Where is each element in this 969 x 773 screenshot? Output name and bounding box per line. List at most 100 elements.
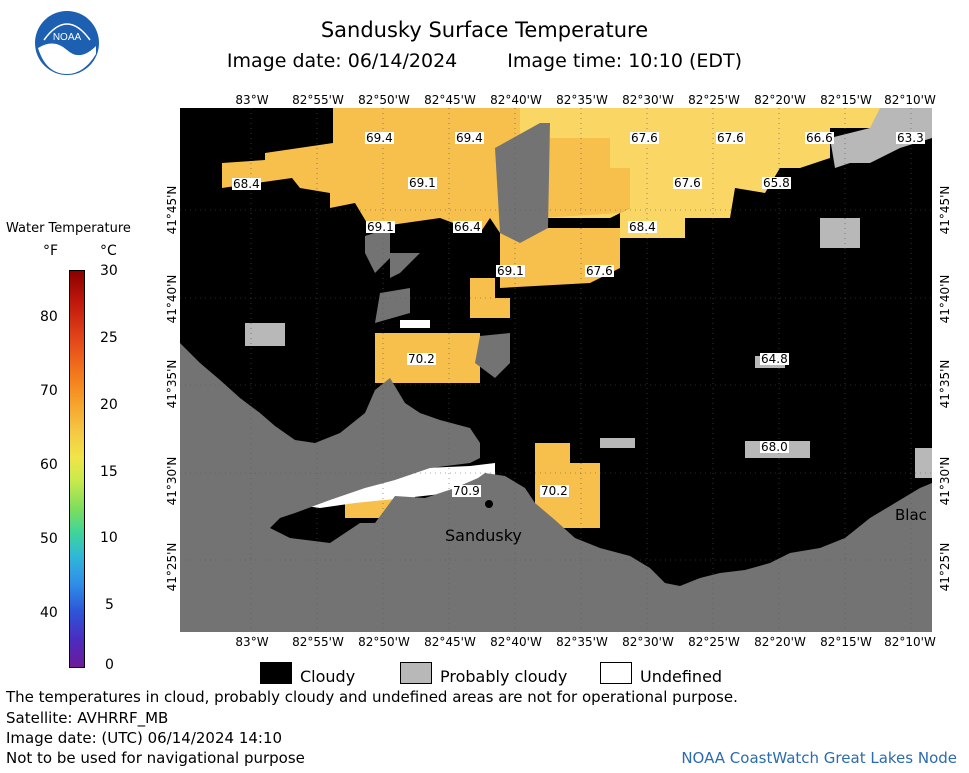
unit-fahrenheit: °F [43, 243, 59, 259]
temperature-map [180, 108, 932, 632]
legend-label-cloudy: Cloudy [300, 667, 356, 686]
unit-celsius: °C [100, 243, 117, 259]
legend-label-probably-cloudy: Probably cloudy [440, 667, 568, 686]
temp-label: 70.2 [540, 484, 569, 498]
lon-label-bottom: 82°10'W [884, 635, 936, 649]
temp-label: 64.8 [760, 352, 789, 366]
temp-label: 65.8 [762, 176, 791, 190]
lat-label-right: 41°45'N [938, 185, 952, 235]
lat-label-left: 41°40'N [165, 274, 179, 324]
temp-label: 69.1 [408, 176, 437, 190]
f-tick-label: 80 [40, 309, 58, 325]
lat-label-right: 41°30'N [938, 456, 952, 506]
sandusky-marker [485, 500, 493, 508]
c-tick-label: 25 [100, 330, 118, 346]
lat-label-right: 41°35'N [938, 359, 952, 409]
probably-cloudy-patch [820, 218, 860, 248]
black-river-marker [893, 489, 901, 497]
lon-label-bottom: 82°55'W [292, 635, 344, 649]
temp-label: 68.4 [628, 220, 657, 234]
lon-label-bottom: 82°25'W [688, 635, 740, 649]
lon-label-top: 82°10'W [884, 93, 936, 107]
temp-label: 69.1 [496, 264, 525, 278]
temp-label: 67.6 [585, 264, 614, 278]
temp-label: 69.4 [365, 131, 394, 145]
c-tick-label: 0 [105, 657, 114, 673]
island [915, 448, 932, 478]
image-date: Image date: 06/14/2024 [226, 50, 458, 72]
probably-cloudy-patch [245, 323, 285, 346]
lon-label-bottom: 82°30'W [622, 635, 674, 649]
c-tick-label: 15 [100, 464, 118, 480]
temp-label: 69.1 [366, 220, 395, 234]
navigation-note: Not to be used for navigational purpose [6, 749, 305, 767]
f-tick-label: 50 [40, 531, 58, 547]
map-title: Sandusky Surface Temperature [320, 18, 649, 42]
temp-label: 66.4 [453, 220, 482, 234]
legend-swatch-undefined [600, 662, 632, 684]
lon-label-top: 82°20'W [754, 93, 806, 107]
lon-label-top: 82°35'W [556, 93, 608, 107]
f-tick-label: 40 [40, 605, 58, 621]
lon-label-top: 82°50'W [358, 93, 410, 107]
island [495, 123, 550, 243]
noaa-logo-icon: NOAA [35, 11, 99, 75]
image-datetime: Image date: 06/14/2024 Image time: 10:10… [0, 50, 969, 72]
temp-label: 68.4 [232, 177, 261, 191]
lon-label-top: 82°55'W [292, 93, 344, 107]
lon-label-bottom: 82°35'W [556, 635, 608, 649]
temp-label: 67.6 [630, 131, 659, 145]
temperature-colorbar [69, 270, 85, 668]
legend-label-undefined: Undefined [640, 667, 723, 686]
island [390, 253, 420, 278]
lon-label-bottom: 83°W [235, 635, 269, 649]
graticule [180, 108, 932, 632]
lon-label-bottom: 82°15'W [820, 635, 872, 649]
temp-label: 70.9 [452, 484, 481, 498]
island [365, 228, 390, 273]
utc-date-note: Image date: (UTC) 06/14/2024 14:10 [6, 729, 283, 747]
credit-note: NOAA CoastWatch Great Lakes Node [681, 749, 957, 767]
probably-cloudy-patch [830, 108, 932, 168]
colorbar-title: Water Temperature [6, 221, 131, 236]
island [475, 333, 510, 378]
lon-label-bottom: 82°45'W [424, 635, 476, 649]
lon-label-top: 82°40'W [490, 93, 542, 107]
temp-label: 67.6 [673, 176, 702, 190]
temp-label: 68.0 [760, 440, 789, 454]
lon-label-bottom: 82°50'W [358, 635, 410, 649]
island [375, 288, 410, 323]
c-tick-label: 30 [100, 263, 118, 279]
land-area [180, 343, 932, 632]
lat-label-left: 41°25'N [165, 542, 179, 592]
image-time: Image time: 10:10 (EDT) [507, 50, 743, 72]
disclaimer-note: The temperatures in cloud, probably clou… [6, 688, 738, 706]
probably-cloudy-patch [600, 438, 635, 448]
place-label-black-river: Blac [895, 506, 927, 524]
legend-swatch-probably-cloudy [400, 662, 432, 684]
lon-label-top: 82°45'W [424, 93, 476, 107]
lon-label-top: 83°W [235, 93, 269, 107]
lat-label-right: 41°40'N [938, 274, 952, 324]
lat-label-left: 41°30'N [165, 456, 179, 506]
warm-water-patch [520, 108, 880, 238]
lon-label-top: 82°30'W [622, 93, 674, 107]
lat-label-left: 41°35'N [165, 359, 179, 409]
lon-label-bottom: 82°40'W [490, 635, 542, 649]
lon-label-top: 82°15'W [820, 93, 872, 107]
c-tick-label: 20 [100, 397, 118, 413]
f-tick-label: 60 [40, 457, 58, 473]
c-tick-label: 5 [105, 597, 114, 613]
place-label-sandusky: Sandusky [445, 526, 522, 545]
temp-label: 63.3 [896, 131, 925, 145]
lat-label-left: 41°45'N [165, 185, 179, 235]
temp-label: 69.4 [455, 131, 484, 145]
temp-label: 66.6 [805, 131, 834, 145]
lat-label-right: 41°25'N [938, 542, 952, 592]
temp-label: 67.6 [716, 131, 745, 145]
noaa-logo-text: NOAA [53, 32, 82, 43]
f-tick-label: 70 [40, 383, 58, 399]
lon-label-bottom: 82°20'W [754, 635, 806, 649]
satellite-note: Satellite: AVHRRF_MB [6, 709, 169, 727]
legend-swatch-cloudy [260, 662, 292, 684]
